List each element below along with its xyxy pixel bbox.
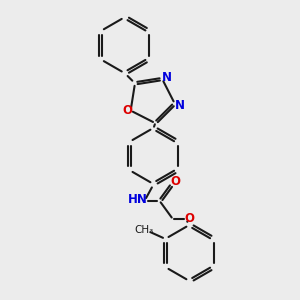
- Text: O: O: [122, 104, 132, 117]
- Text: CH₃: CH₃: [135, 225, 154, 235]
- Text: N: N: [174, 99, 184, 112]
- Text: N: N: [162, 71, 172, 84]
- Text: O: O: [170, 175, 180, 188]
- Text: O: O: [185, 212, 195, 225]
- Text: HN: HN: [128, 193, 147, 206]
